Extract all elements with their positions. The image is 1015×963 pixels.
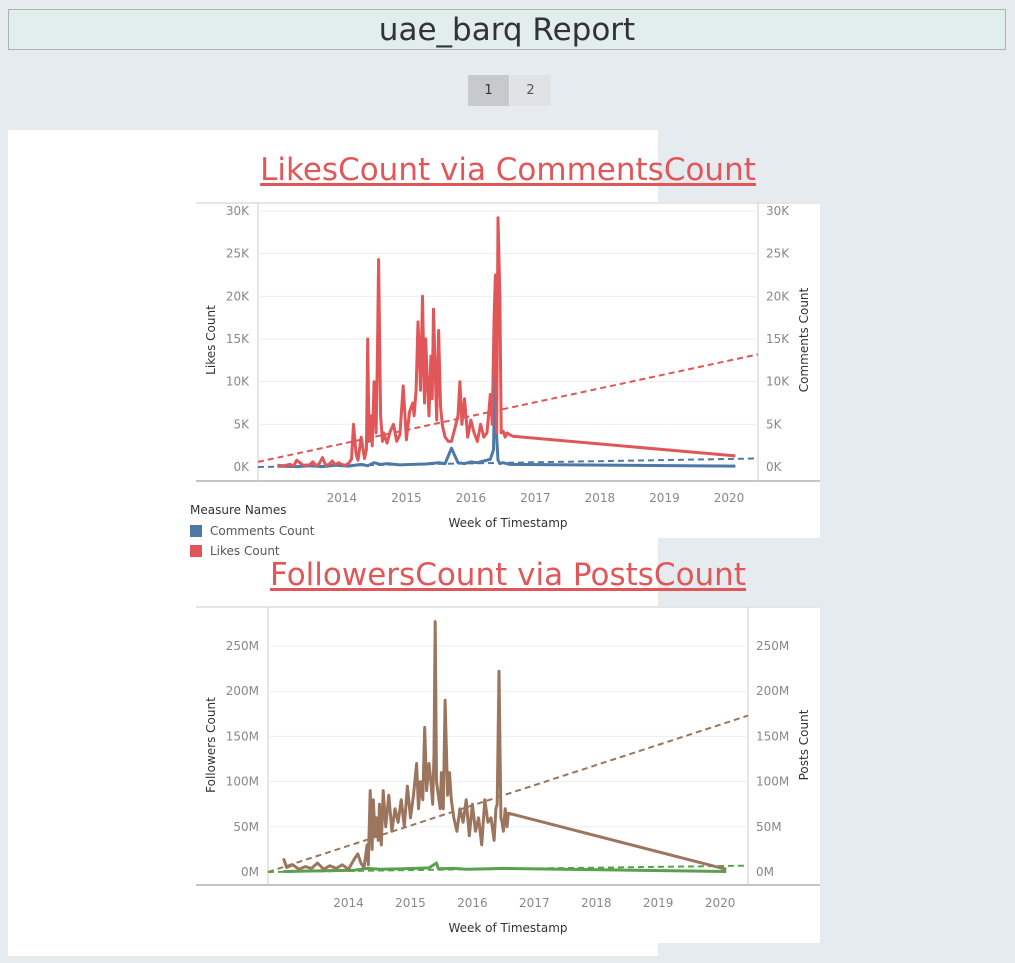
chart-2-title[interactable]: FollowersCount via PostsCount <box>269 557 746 593</box>
y2-tick-label: 10K <box>766 375 790 389</box>
y-tick-label: 25K <box>226 247 250 261</box>
x-axis-label: Week of Timestamp <box>448 516 567 530</box>
x-tick-label: 2016 <box>457 896 488 910</box>
legend-item-comments[interactable]: Comments Count <box>190 521 315 541</box>
y-tick-label: 250M <box>226 639 259 653</box>
y2-tick-label: 20K <box>766 289 790 303</box>
report-canvas <box>8 130 658 956</box>
y2-tick-label: 250M <box>756 639 789 653</box>
chart-1-background <box>658 202 820 538</box>
x-tick-label: 2020 <box>705 896 736 910</box>
y-axis-label: Likes Count <box>204 305 218 375</box>
x-tick-label: 2016 <box>456 491 487 505</box>
trend-line-likes-count <box>257 353 759 463</box>
legend: Measure Names Comments Count Likes Count <box>190 503 315 561</box>
y2-tick-label: 150M <box>756 729 789 743</box>
report-title: uae_barq Report <box>8 9 1006 50</box>
chart-1: 0K 0K 5K 5K 10K 10K 15K 15K 20K 20K 25K 25K 30K 30K 20… <box>196 202 820 530</box>
legend-title: Measure Names <box>190 503 287 517</box>
y2-tick-label: 0M <box>756 865 774 879</box>
x-tick-label: 2018 <box>585 491 616 505</box>
chart-2-background <box>658 606 820 943</box>
legend-swatch-comments <box>190 525 202 537</box>
series-line-followers-count <box>282 620 727 871</box>
y2-axis-label: Posts Count <box>797 709 811 780</box>
y2-tick-label: 50M <box>756 820 782 834</box>
y2-axis-label: Comments Count <box>797 287 811 392</box>
legend-label-likes: Likes Count <box>210 544 280 558</box>
legend-swatch-likes <box>190 545 202 557</box>
x-tick-label: 2018 <box>581 896 612 910</box>
legend-item-likes[interactable]: Likes Count <box>190 541 315 561</box>
page-navigation: 1 2 <box>468 75 552 106</box>
x-tick-label: 2017 <box>519 896 550 910</box>
x-tick-label: 2019 <box>649 491 680 505</box>
y2-tick-label: 100M <box>756 775 789 789</box>
y2-tick-label: 200M <box>756 684 789 698</box>
x-tick-label: 2014 <box>333 896 364 910</box>
y-tick-label: 200M <box>226 684 259 698</box>
y-tick-label: 5K <box>233 417 250 431</box>
y-tick-label: 20K <box>226 289 250 303</box>
y-axis-label: Followers Count <box>204 697 218 793</box>
y2-tick-label: 15K <box>766 332 790 346</box>
x-axis-label: Week of Timestamp <box>448 921 567 935</box>
y-tick-label: 10K <box>226 375 250 389</box>
y-tick-label: 0K <box>233 460 250 474</box>
chart-1-title[interactable]: LikesCount via CommentsCount <box>260 152 756 188</box>
legend-label-comments: Comments Count <box>210 524 315 538</box>
chart-2: 0M 0M 50M 50M 100M 100M 150M 150M 200M 200M 250M 25… <box>196 606 820 935</box>
x-tick-label: 2020 <box>714 491 745 505</box>
series-line-likes-count <box>277 216 736 468</box>
y-tick-label: 0M <box>241 865 259 879</box>
page-button-2[interactable]: 2 <box>510 75 551 106</box>
x-tick-label: 2019 <box>643 896 674 910</box>
y-tick-label: 15K <box>226 332 250 346</box>
x-tick-label: 2014 <box>327 491 358 505</box>
y-tick-label: 30K <box>226 204 250 218</box>
x-tick-label: 2015 <box>395 896 426 910</box>
trend-line-followers-count <box>267 714 749 873</box>
y-tick-label: 100M <box>226 775 259 789</box>
y2-tick-label: 30K <box>766 204 790 218</box>
page-button-1[interactable]: 1 <box>468 75 509 106</box>
series-line-posts-count <box>283 861 727 873</box>
x-tick-label: 2017 <box>520 491 551 505</box>
y-tick-label: 150M <box>226 729 259 743</box>
series-line-comments-count <box>277 346 736 469</box>
x-tick-label: 2015 <box>391 491 422 505</box>
y2-tick-label: 25K <box>766 247 790 261</box>
y2-tick-label: 0K <box>766 460 783 474</box>
y2-tick-label: 5K <box>766 417 783 431</box>
y-tick-label: 50M <box>233 820 259 834</box>
